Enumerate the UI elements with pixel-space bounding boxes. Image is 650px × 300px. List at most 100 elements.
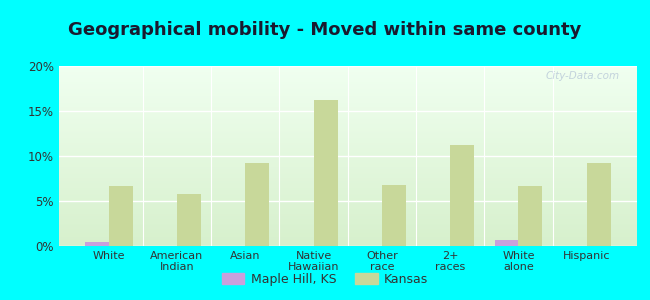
Bar	[58, 135, 637, 136]
Bar	[58, 163, 637, 164]
Bar	[58, 229, 637, 230]
Bar	[58, 157, 637, 158]
Bar	[58, 220, 637, 221]
Bar	[58, 96, 637, 97]
Bar	[58, 83, 637, 84]
Bar	[58, 240, 637, 241]
Bar	[58, 136, 637, 137]
Legend: Maple Hill, KS, Kansas: Maple Hill, KS, Kansas	[217, 268, 433, 291]
Text: Geographical mobility - Moved within same county: Geographical mobility - Moved within sam…	[68, 21, 582, 39]
Bar	[58, 76, 637, 77]
Bar	[58, 106, 637, 107]
Bar	[58, 235, 637, 236]
Bar	[58, 72, 637, 73]
Bar	[58, 129, 637, 130]
Bar	[58, 89, 637, 90]
Bar	[58, 92, 637, 93]
Bar	[58, 155, 637, 156]
Bar	[58, 230, 637, 231]
Bar	[58, 146, 637, 147]
Bar	[58, 190, 637, 191]
Bar	[58, 243, 637, 244]
Bar	[58, 238, 637, 239]
Text: City-Data.com: City-Data.com	[545, 71, 619, 81]
Bar	[58, 141, 637, 142]
Bar	[58, 134, 637, 135]
Bar	[58, 87, 637, 88]
Bar	[58, 169, 637, 170]
Bar	[58, 174, 637, 175]
Bar	[58, 198, 637, 199]
Bar	[58, 215, 637, 216]
Bar	[58, 169, 637, 170]
Bar	[58, 98, 637, 99]
Bar	[58, 189, 637, 190]
Bar	[58, 123, 637, 124]
Bar	[58, 128, 637, 129]
Bar	[84, 242, 109, 246]
Bar	[58, 91, 637, 92]
Bar	[58, 138, 637, 139]
Bar	[58, 69, 637, 70]
Bar	[58, 67, 637, 68]
Bar	[58, 228, 637, 229]
Bar	[58, 206, 637, 207]
Bar	[58, 217, 637, 218]
Bar	[58, 175, 637, 176]
Bar	[58, 137, 637, 138]
Bar	[58, 154, 637, 155]
Bar	[58, 142, 637, 143]
Bar	[58, 182, 637, 183]
Bar	[58, 202, 637, 203]
Bar	[58, 179, 637, 180]
Bar	[58, 184, 637, 185]
Bar	[58, 160, 637, 161]
Bar	[58, 145, 637, 146]
Bar	[58, 164, 637, 165]
Bar	[58, 131, 637, 132]
Bar	[58, 110, 637, 111]
Bar	[495, 240, 519, 246]
Bar	[58, 99, 637, 100]
Bar	[58, 88, 637, 89]
Bar	[58, 118, 637, 119]
Bar	[58, 185, 637, 186]
Bar	[58, 113, 637, 114]
Bar	[58, 170, 637, 171]
Bar	[58, 143, 637, 144]
Bar	[58, 75, 637, 76]
Bar	[58, 101, 637, 102]
Bar	[58, 171, 637, 172]
Bar	[58, 197, 637, 198]
Bar	[58, 94, 637, 95]
Bar	[58, 162, 637, 163]
Bar	[177, 194, 201, 246]
Bar	[58, 219, 637, 220]
Bar	[58, 81, 637, 82]
Bar	[58, 204, 637, 205]
Bar	[58, 210, 637, 211]
Bar	[58, 187, 637, 188]
Bar	[58, 140, 637, 141]
Bar	[58, 193, 637, 194]
Bar	[519, 186, 542, 246]
Bar	[58, 124, 637, 125]
Bar	[58, 139, 637, 140]
Bar	[58, 116, 637, 117]
Bar	[58, 97, 637, 98]
Bar	[58, 148, 637, 149]
Bar	[58, 82, 637, 83]
Bar	[58, 71, 637, 72]
Bar	[58, 147, 637, 148]
Bar	[58, 125, 637, 126]
Bar	[58, 112, 637, 113]
Bar	[109, 186, 133, 246]
Bar	[58, 78, 637, 79]
Bar	[58, 212, 637, 213]
Bar	[245, 163, 269, 246]
Bar	[58, 130, 637, 131]
Bar	[58, 115, 637, 116]
Bar	[58, 209, 637, 210]
Bar	[58, 151, 637, 152]
Bar	[58, 183, 637, 184]
